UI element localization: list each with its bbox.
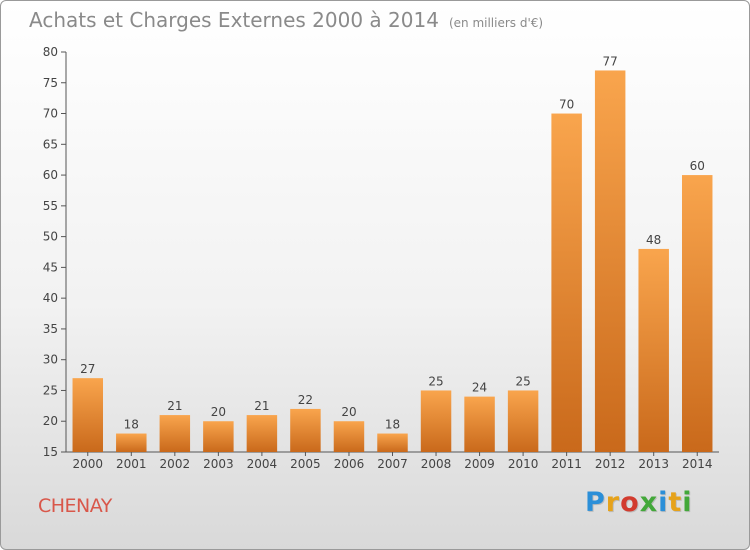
chart-title-text: Achats et Charges Externes 2000 à 2014	[29, 8, 439, 32]
chart-subtitle: (en milliers d'€)	[448, 16, 544, 30]
bar-value-label: 20	[341, 405, 356, 419]
x-tick-label: 2007	[377, 457, 408, 471]
logo-letter: o	[620, 487, 640, 518]
y-tick-label: 25	[43, 383, 58, 397]
bar-value-label: 22	[298, 393, 313, 407]
bar-2012	[594, 70, 626, 452]
x-tick-label: 2013	[638, 457, 669, 471]
bars: 27 18 21 20 21 22 20 18 25 24 25 70 77 48 60	[72, 54, 713, 453]
bar-value-label: 18	[124, 418, 139, 432]
y-tick-label: 60	[43, 168, 58, 182]
x-tick-label: 2000	[72, 457, 103, 471]
bar-value-label: 60	[690, 159, 705, 173]
proxiti-logo: Proxiti	[585, 487, 693, 518]
bar-2007	[377, 433, 408, 452]
y-tick-label: 50	[43, 230, 58, 244]
y-tick-label: 45	[43, 260, 58, 274]
bar-2008	[420, 390, 452, 452]
y-tick-label: 35	[43, 322, 58, 336]
bar-2005	[290, 408, 321, 452]
x-tick-label: 2012	[595, 457, 626, 471]
logo-letter: P	[585, 487, 606, 518]
bar-2001	[116, 433, 147, 452]
bar-2004	[246, 415, 278, 452]
x-tick-label: 2009	[464, 457, 495, 471]
x-tick-label: 2004	[247, 457, 278, 471]
x-tick-label: 2014	[682, 457, 713, 471]
bar-value-label: 21	[167, 399, 182, 413]
y-tick-label: 55	[43, 199, 58, 213]
y-tick-label: 40	[43, 291, 58, 305]
chart-title: Achats et Charges Externes 2000 à 2014 (e…	[29, 8, 543, 32]
bar-value-label: 21	[254, 399, 269, 413]
y-tick-label: 20	[43, 414, 58, 428]
logo-letter: r	[605, 487, 621, 518]
y-tick-label: 15	[43, 445, 58, 459]
bar-2002	[159, 415, 191, 452]
bar-2013	[638, 248, 669, 452]
bar-2014	[681, 175, 713, 453]
x-tick-label: 2010	[508, 457, 539, 471]
commune-name: CHENAY	[38, 495, 112, 517]
bar-2011	[551, 113, 582, 453]
x-tick-label: 2002	[160, 457, 191, 471]
logo-letter: i	[658, 487, 669, 518]
logo-letter: x	[639, 487, 659, 518]
y-tick-label: 75	[43, 76, 58, 90]
bar-value-label: 25	[515, 374, 530, 388]
logo-letter: t	[668, 487, 683, 518]
y-tick-label: 80	[43, 45, 58, 59]
bar-value-label: 70	[559, 98, 574, 112]
y-tick-label: 65	[43, 137, 58, 151]
bar-2003	[203, 421, 234, 452]
bar-value-label: 20	[211, 405, 226, 419]
bar-2009	[464, 396, 495, 452]
x-tick-label: 2008	[421, 457, 452, 471]
x-tick-label: 2006	[334, 457, 365, 471]
logo-letter: i	[682, 487, 693, 518]
bar-value-label: 18	[385, 418, 400, 432]
bar-value-label: 25	[428, 374, 443, 388]
bar-2010	[507, 390, 539, 452]
x-tick-label: 2005	[290, 457, 321, 471]
bar-2000	[72, 378, 104, 452]
axes: 15 20 25 30 35 40 45 50 55 60 65 70 75 80 2000 2001 2002…	[43, 45, 719, 471]
x-tick-label: 2001	[116, 457, 147, 471]
y-tick-label: 70	[43, 107, 58, 121]
y-tick-label: 30	[43, 353, 58, 367]
bar-value-label: 24	[472, 381, 487, 395]
bar-2006	[333, 421, 365, 452]
bar-value-label: 48	[646, 233, 661, 247]
x-tick-label: 2003	[203, 457, 234, 471]
x-tick-label: 2011	[551, 457, 582, 471]
bar-value-label: 77	[603, 54, 618, 68]
bar-value-label: 27	[80, 362, 95, 376]
